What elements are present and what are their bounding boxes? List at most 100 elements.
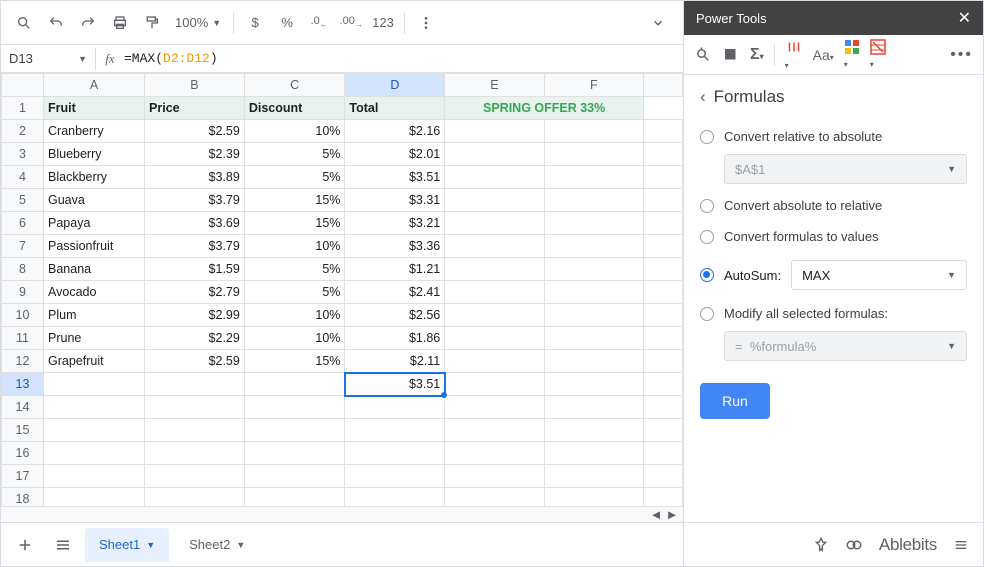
tool-text-icon[interactable]: ▾ [785, 38, 803, 71]
cell[interactable]: $2.29 [145, 327, 245, 350]
tool-smart-icon[interactable] [694, 46, 712, 64]
option-modify-formulas[interactable]: Modify all selected formulas: [700, 298, 967, 329]
cell[interactable] [544, 189, 643, 212]
cell[interactable]: $3.51 [345, 166, 445, 189]
cell[interactable] [345, 465, 445, 488]
tool-dedupe-icon[interactable] [722, 46, 740, 64]
cell[interactable]: $3.79 [145, 189, 245, 212]
cell[interactable] [244, 442, 345, 465]
row-header[interactable]: 11 [2, 327, 44, 350]
cell[interactable]: $3.89 [145, 166, 245, 189]
cell[interactable] [445, 166, 544, 189]
cell[interactable] [445, 212, 544, 235]
tool-grid-color-icon[interactable]: ▾ [844, 39, 860, 70]
spreadsheet-grid[interactable]: ABCDEF1FruitPriceDiscountTotalSPRING OFF… [1, 73, 683, 522]
add-sheet-button[interactable] [9, 529, 41, 561]
row-header[interactable]: 12 [2, 350, 44, 373]
tool-more-icon[interactable]: ••• [950, 46, 973, 64]
cell[interactable] [544, 419, 643, 442]
run-button[interactable]: Run [700, 383, 770, 419]
scroll-left-icon[interactable]: ◄ [649, 508, 663, 522]
cell[interactable]: $2.99 [145, 304, 245, 327]
cell[interactable]: $1.21 [345, 258, 445, 281]
cell[interactable] [44, 396, 145, 419]
row-header[interactable]: 5 [2, 189, 44, 212]
sheet-tab-1[interactable]: Sheet1▼ [85, 528, 169, 562]
row-header[interactable]: 7 [2, 235, 44, 258]
cell[interactable]: $2.79 [145, 281, 245, 304]
table-header-cell[interactable]: Price [145, 97, 245, 120]
cell[interactable]: Banana [44, 258, 145, 281]
cell[interactable] [145, 465, 245, 488]
sheet-tab-2[interactable]: Sheet2▼ [175, 528, 259, 562]
modify-formula-input[interactable]: = %formula%▼ [724, 331, 967, 361]
print-icon[interactable] [105, 8, 135, 38]
cell[interactable]: 10% [244, 120, 345, 143]
cell[interactable] [544, 396, 643, 419]
name-box[interactable]: D13 ▼ [1, 51, 95, 66]
cell[interactable]: $2.01 [345, 143, 445, 166]
cell[interactable] [445, 396, 544, 419]
zoom-select[interactable]: 100%▼ [169, 15, 227, 30]
cell[interactable] [345, 419, 445, 442]
cell[interactable] [445, 281, 544, 304]
cell[interactable]: $3.31 [345, 189, 445, 212]
cell[interactable] [544, 304, 643, 327]
row-header[interactable]: 8 [2, 258, 44, 281]
pin-icon[interactable] [813, 537, 829, 553]
cell[interactable]: $2.59 [145, 120, 245, 143]
row-header[interactable]: 3 [2, 143, 44, 166]
cell[interactable] [544, 235, 643, 258]
percent-icon[interactable]: % [272, 8, 302, 38]
cell[interactable]: 5% [244, 281, 345, 304]
cell[interactable]: Blackberry [44, 166, 145, 189]
cell[interactable]: $3.79 [145, 235, 245, 258]
formula-input[interactable]: =MAX(D2:D12) [124, 51, 218, 66]
cell[interactable] [44, 442, 145, 465]
column-header[interactable]: E [445, 74, 544, 97]
autosum-select[interactable]: MAX▼ [791, 260, 967, 290]
cell[interactable] [544, 465, 643, 488]
cell[interactable]: Passionfruit [44, 235, 145, 258]
cell[interactable] [544, 166, 643, 189]
decrease-decimal-icon[interactable]: .0← [304, 8, 334, 38]
cell[interactable]: 10% [244, 304, 345, 327]
number-format-select[interactable]: 123 [368, 8, 398, 38]
cell[interactable]: 15% [244, 212, 345, 235]
cell[interactable] [345, 396, 445, 419]
back-icon[interactable]: ‹ [700, 87, 706, 107]
column-header[interactable]: D [345, 74, 445, 97]
row-header[interactable]: 6 [2, 212, 44, 235]
cell[interactable] [544, 120, 643, 143]
table-header-cell[interactable]: Discount [244, 97, 345, 120]
increase-decimal-icon[interactable]: .00→ [336, 8, 366, 38]
row-header[interactable]: 17 [2, 465, 44, 488]
column-header[interactable]: B [145, 74, 245, 97]
cell[interactable] [445, 465, 544, 488]
cell[interactable] [44, 465, 145, 488]
redo-icon[interactable] [73, 8, 103, 38]
cell[interactable]: 15% [244, 189, 345, 212]
tool-font-icon[interactable]: Aa▾ [813, 47, 834, 63]
cell[interactable]: Papaya [44, 212, 145, 235]
cell[interactable]: Prune [44, 327, 145, 350]
row-header[interactable]: 9 [2, 281, 44, 304]
search-icon[interactable] [9, 8, 39, 38]
column-header[interactable]: F [544, 74, 643, 97]
menu-icon[interactable] [953, 537, 969, 553]
row-header[interactable]: 10 [2, 304, 44, 327]
row-header[interactable]: 14 [2, 396, 44, 419]
cell[interactable]: 10% [244, 327, 345, 350]
row-header[interactable]: 15 [2, 419, 44, 442]
cell[interactable] [445, 350, 544, 373]
cell[interactable] [544, 281, 643, 304]
option-formulas-to-values[interactable]: Convert formulas to values [700, 221, 967, 252]
cell[interactable]: $1.59 [145, 258, 245, 281]
cell[interactable]: $3.36 [345, 235, 445, 258]
table-header-cell[interactable]: Total [345, 97, 445, 120]
cell[interactable] [445, 120, 544, 143]
row-header[interactable]: 2 [2, 120, 44, 143]
cell[interactable]: Grapefruit [44, 350, 145, 373]
cell[interactable] [544, 442, 643, 465]
cell[interactable]: 15% [244, 350, 345, 373]
